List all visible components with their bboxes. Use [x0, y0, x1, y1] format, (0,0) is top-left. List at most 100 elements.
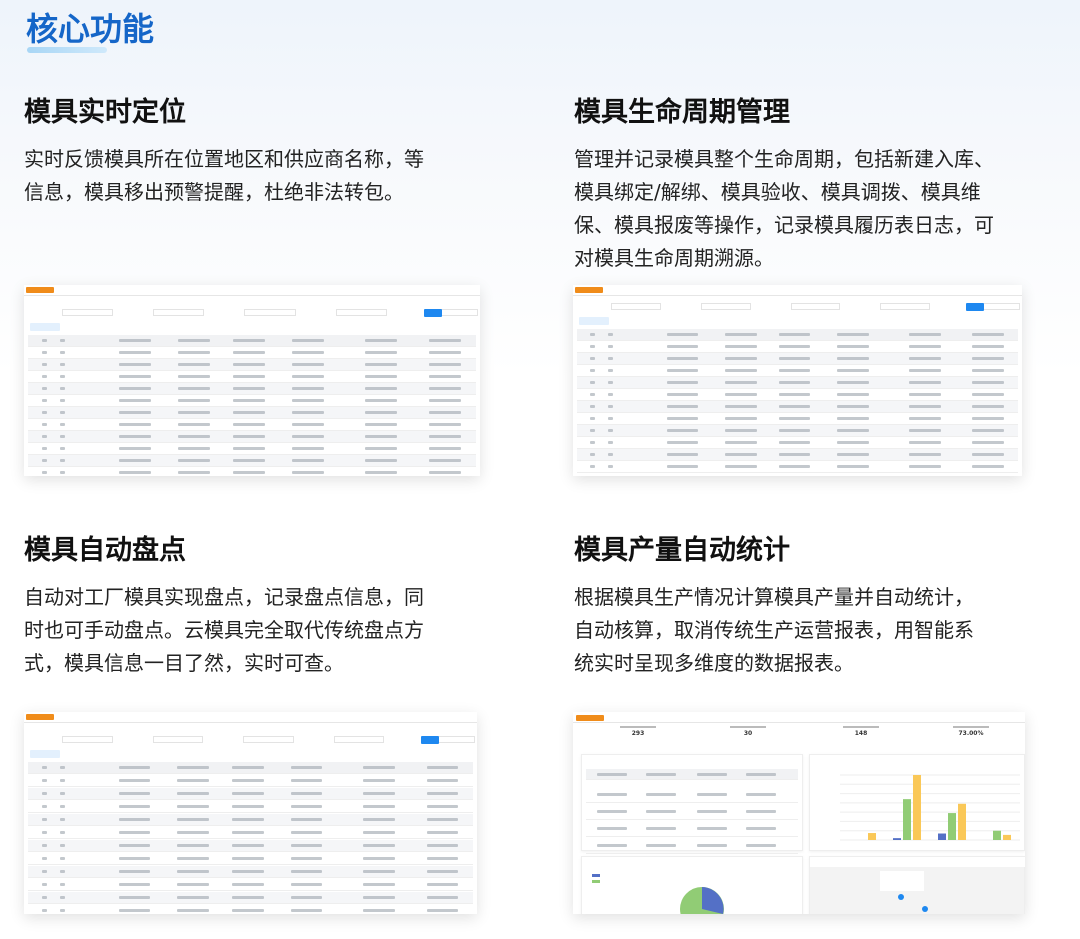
table-row: [28, 905, 473, 914]
cell: [41, 831, 47, 834]
cell: [41, 896, 47, 899]
cell: [177, 818, 210, 821]
cell: [429, 399, 462, 402]
table-row: [28, 371, 476, 383]
cell: [290, 909, 323, 912]
cell: [972, 345, 1004, 348]
cell: [119, 411, 152, 414]
feature-text: 模具绑定/解绑、模具验收、模具调拨、模具维: [574, 180, 981, 204]
cell: [177, 831, 210, 834]
cell: [59, 339, 65, 342]
cell: [608, 453, 614, 456]
cell: [233, 411, 266, 414]
cell: [725, 357, 757, 360]
cell: [725, 453, 757, 456]
filter-input: [700, 303, 751, 310]
cell: [292, 363, 325, 366]
cell: [365, 363, 398, 366]
cell: [231, 831, 264, 834]
map-card: [809, 856, 1025, 914]
table-header: [28, 762, 473, 774]
feature-title: 模具自动盘点: [24, 535, 186, 566]
cell: [972, 465, 1004, 468]
cell: [59, 363, 65, 366]
cell: [292, 447, 325, 450]
cell: [590, 429, 596, 432]
cell: [645, 773, 676, 776]
cell: [608, 333, 614, 336]
cell: [177, 844, 210, 847]
cell: [41, 792, 47, 795]
cell: [41, 870, 47, 873]
stat: 30: [718, 726, 778, 737]
cell: [292, 399, 325, 402]
feature-text: 实时反馈模具所在位置地区和供应商名称，等: [24, 147, 424, 171]
cell: [837, 381, 869, 384]
cell: [363, 844, 395, 847]
cell: [837, 441, 869, 444]
cell: [745, 844, 776, 847]
cell: [363, 831, 395, 834]
cell: [725, 393, 757, 396]
filter-input: [335, 309, 387, 316]
feature-inventory: 模具自动盘点 自动对工厂模具实现盘点，记录盘点信息，同 时也可手动盘点。云模具完全…: [24, 528, 494, 680]
cell: [59, 471, 65, 474]
cell: [429, 411, 462, 414]
cell: [59, 399, 65, 402]
cell: [231, 766, 264, 769]
table-row: [28, 407, 476, 419]
cell: [972, 429, 1004, 432]
cell: [178, 339, 211, 342]
cell: [292, 339, 325, 342]
location-screenshot: [24, 285, 480, 476]
feature-text: 保、模具报废等操作，记录模具履历表日志，可: [574, 213, 994, 237]
table-header: [28, 335, 476, 347]
cell: [429, 471, 462, 474]
cell: [363, 779, 395, 782]
cell: [59, 883, 65, 886]
cell: [177, 857, 210, 860]
cell: [118, 831, 151, 834]
cell: [59, 844, 65, 847]
cell: [178, 447, 211, 450]
cell: [59, 766, 65, 769]
feature-text: 式，模具信息一目了然，实时可查。: [24, 651, 344, 675]
cell: [41, 844, 47, 847]
cell: [590, 369, 596, 372]
cell: [779, 369, 811, 372]
cell: [909, 465, 941, 468]
cell: [666, 441, 699, 444]
cell: [41, 435, 47, 438]
cell: [119, 459, 152, 462]
cell: [290, 870, 323, 873]
cell: [292, 387, 325, 390]
table-row: [577, 377, 1018, 389]
feature-title: 模具生命周期管理: [574, 97, 790, 128]
table-row: [28, 383, 476, 395]
cell: [363, 792, 395, 795]
stat: 293: [608, 726, 668, 737]
bar: [913, 775, 921, 840]
cell: [177, 766, 210, 769]
bar: [938, 833, 946, 840]
toolbar-button: [30, 750, 60, 758]
toolbar-button: [579, 317, 609, 325]
cell: [59, 423, 65, 426]
cell: [119, 399, 152, 402]
table-row: [586, 803, 798, 820]
table-row: [28, 827, 473, 839]
feature-text: 管理并记录模具整个生命周期，包括新建入库、: [574, 147, 994, 171]
inventory-screenshot: [24, 712, 477, 914]
cell: [429, 423, 462, 426]
map-pin-icon: [922, 906, 928, 912]
cell: [608, 417, 614, 420]
cell: [429, 459, 462, 462]
cell: [233, 399, 266, 402]
cell: [909, 441, 941, 444]
cell: [119, 387, 152, 390]
cell: [666, 333, 699, 336]
cell: [697, 773, 727, 776]
divider: [24, 722, 477, 723]
cell: [697, 844, 727, 847]
cell: [41, 471, 47, 474]
